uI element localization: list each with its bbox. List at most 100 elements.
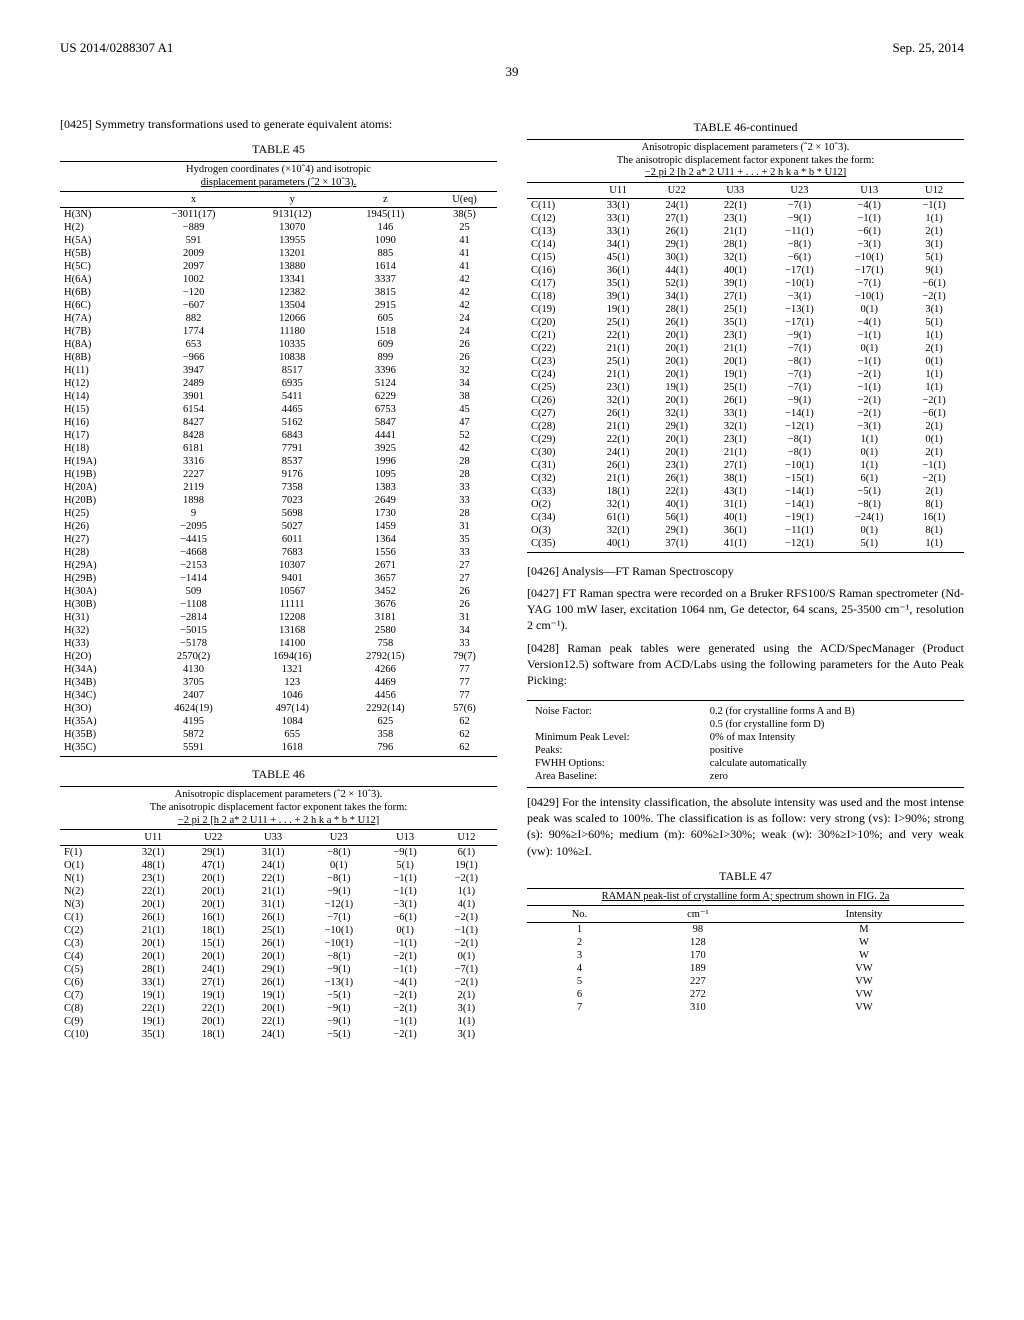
right-column: TABLE 46-continued Anisotropic displacem… (527, 110, 964, 1041)
table-header (527, 183, 589, 199)
table-47-title: TABLE 47 (527, 869, 964, 884)
table-row: H(35C)5591161879662 (60, 741, 497, 754)
table-row: H(6B)−12012382381542 (60, 286, 497, 299)
table-row: H(17)84286843444152 (60, 429, 497, 442)
table-row: H(29B)−14149401365727 (60, 572, 497, 585)
table-row: FWHH Options:calculate automatically (527, 757, 964, 770)
table-row: C(32)21(1)26(1)38(1)−15(1)6(1)−2(1) (527, 472, 964, 485)
table-row: H(8B)−9661083889926 (60, 351, 497, 364)
table-row: H(19B)22279176109528 (60, 468, 497, 481)
pub-number: US 2014/0288307 A1 (60, 40, 173, 56)
table-row: H(5B)20091320188541 (60, 247, 497, 260)
table-row: H(20B)18987023264933 (60, 494, 497, 507)
table-row: C(23)25(1)20(1)20(1)−8(1)−1(1)0(1) (527, 355, 964, 368)
table-header: y (246, 192, 339, 208)
table-header: U11 (589, 183, 648, 199)
table-row: H(3N)−3011(17)9131(12)1945(11)38(5) (60, 208, 497, 222)
table-row: Peaks:positive (527, 744, 964, 757)
table-header: U12 (436, 830, 497, 846)
table-row: H(20A)21197358138333 (60, 481, 497, 494)
table-row: H(8A)6531033560926 (60, 338, 497, 351)
pub-date: Sep. 25, 2014 (893, 40, 965, 56)
para-0426: [0426] Analysis—FT Raman Spectroscopy (527, 563, 964, 579)
table-row: N(2)22(1)20(1)21(1)−9(1)−1(1)1(1) (60, 885, 497, 898)
table-row: C(14)34(1)29(1)28(1)−8(1)−3(1)3(1) (527, 238, 964, 251)
table-row: 6272VW (527, 988, 964, 1001)
table-row: H(32)−501513168258034 (60, 624, 497, 637)
table-row: N(1)23(1)20(1)22(1)−8(1)−1(1)−2(1) (60, 872, 497, 885)
table-row: N(3)20(1)20(1)31(1)−12(1)−3(1)4(1) (60, 898, 497, 911)
table-row: H(34B)3705123446977 (60, 676, 497, 689)
table-header: U22 (647, 183, 706, 199)
table-row: H(15)61544465675345 (60, 403, 497, 416)
table-row: C(3)20(1)15(1)26(1)−10(1)−1(1)−2(1) (60, 937, 497, 950)
table-row: H(25)95698173028 (60, 507, 497, 520)
table-row: O(3)32(1)29(1)36(1)−11(1)0(1)8(1) (527, 524, 964, 537)
table-row: C(6)33(1)27(1)26(1)−13(1)−4(1)−2(1) (60, 976, 497, 989)
table-row: H(35B)587265535862 (60, 728, 497, 741)
table-row: H(12)24896935512434 (60, 377, 497, 390)
table-row: 4189VW (527, 962, 964, 975)
table-row: 198M (527, 923, 964, 937)
table-row: C(25)23(1)19(1)25(1)−7(1)−1(1)1(1) (527, 381, 964, 394)
table-row: Area Baseline:zero (527, 770, 964, 783)
table-header: U(eq) (432, 192, 497, 208)
table-row: C(13)33(1)26(1)21(1)−11(1)−6(1)2(1) (527, 225, 964, 238)
table-row: C(7)19(1)19(1)19(1)−5(1)−2(1)2(1) (60, 989, 497, 1002)
table-row: H(31)−281412208318131 (60, 611, 497, 624)
table-header: z (339, 192, 432, 208)
table-header: U12 (904, 183, 964, 199)
table-header: U11 (123, 830, 183, 846)
param-table-wrap: Noise Factor:0.2 (for crystalline forms … (527, 700, 964, 788)
para-0428: [0428] Raman peak tables were generated … (527, 640, 964, 689)
table-header (60, 830, 123, 846)
table-row: C(16)36(1)44(1)40(1)−17(1)−17(1)9(1) (527, 264, 964, 277)
table-header (60, 192, 141, 208)
table-row: H(30A)50910567345226 (60, 585, 497, 598)
table-row: H(6A)100213341333742 (60, 273, 497, 286)
table-row: H(11)39478517339632 (60, 364, 497, 377)
table-row: H(16)84275162584747 (60, 416, 497, 429)
table-row: H(7B)177411180151824 (60, 325, 497, 338)
table-row: H(34A)41301321426677 (60, 663, 497, 676)
table-row: C(20)25(1)26(1)35(1)−17(1)−4(1)5(1) (527, 316, 964, 329)
table-header: U33 (706, 183, 765, 199)
table-row: C(10)35(1)18(1)24(1)−5(1)−2(1)3(1) (60, 1028, 497, 1041)
table-header: x (141, 192, 245, 208)
table-row: Noise Factor:0.2 (for crystalline forms … (527, 705, 964, 718)
table-46-caption: Anisotropic displacement parameters (ˆ2 … (60, 786, 497, 830)
page-number: 39 (60, 64, 964, 80)
table-row: C(2)21(1)18(1)25(1)−10(1)0(1)−1(1) (60, 924, 497, 937)
table-header: U13 (375, 830, 436, 846)
table-row: O(2)32(1)40(1)31(1)−14(1)−8(1)8(1) (527, 498, 964, 511)
table-row: 5227VW (527, 975, 964, 988)
table-header: cm⁻¹ (632, 906, 764, 923)
table-header: U33 (243, 830, 303, 846)
table-row: H(18)61817791392542 (60, 442, 497, 455)
table-row: C(35)40(1)37(1)41(1)−12(1)5(1)1(1) (527, 537, 964, 550)
table-row: C(9)19(1)20(1)22(1)−9(1)−1(1)1(1) (60, 1015, 497, 1028)
table-row: C(31)26(1)23(1)27(1)−10(1)1(1)−1(1) (527, 459, 964, 472)
table-row: C(8)22(1)22(1)20(1)−9(1)−2(1)3(1) (60, 1002, 497, 1015)
table-header: U13 (834, 183, 904, 199)
table-row: C(15)45(1)30(1)32(1)−6(1)−10(1)5(1) (527, 251, 964, 264)
table-header: U23 (765, 183, 835, 199)
table-row: H(6C)−60713504291542 (60, 299, 497, 312)
table-47-caption: RAMAN peak-list of crystalline form A; s… (527, 888, 964, 907)
table-row: H(3O)4624(19)497(14)2292(14)57(6) (60, 702, 497, 715)
table-row: H(2)−8891307014625 (60, 221, 497, 234)
table-row: H(29A)−215310307267127 (60, 559, 497, 572)
table-row: 3170W (527, 949, 964, 962)
table-row: H(5C)209713880161441 (60, 260, 497, 273)
table-header: No. (527, 906, 632, 923)
table-row: 2128W (527, 936, 964, 949)
table-47: No.cm⁻¹Intensity 198M2128W3170W4189VW522… (527, 906, 964, 1014)
table-header: U23 (303, 830, 374, 846)
page-header: US 2014/0288307 A1 Sep. 25, 2014 (60, 40, 964, 56)
table-row: H(7A)8821206660524 (60, 312, 497, 325)
table-46-cont-caption: Anisotropic displacement parameters (ˆ2 … (527, 139, 964, 183)
table-row: C(12)33(1)27(1)23(1)−9(1)−1(1)1(1) (527, 212, 964, 225)
table-row: H(33)−51781410075833 (60, 637, 497, 650)
table-row: C(27)26(1)32(1)33(1)−14(1)−2(1)−6(1) (527, 407, 964, 420)
table-row: C(29)22(1)20(1)23(1)−8(1)1(1)0(1) (527, 433, 964, 446)
